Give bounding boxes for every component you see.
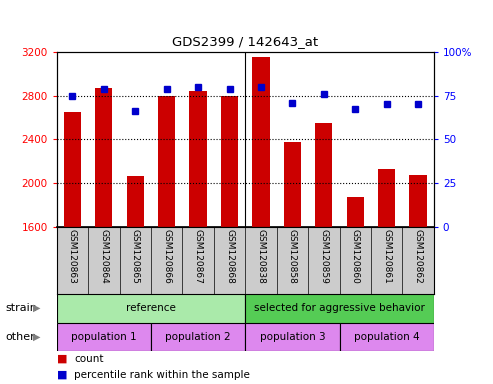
Bar [245, 323, 340, 351]
Text: strain: strain [5, 303, 37, 313]
Text: count: count [74, 354, 104, 364]
Text: other: other [5, 332, 35, 342]
Bar [127, 176, 144, 227]
Text: GSM120859: GSM120859 [319, 228, 328, 283]
Bar [158, 96, 176, 227]
Bar [284, 142, 301, 227]
Text: GSM120861: GSM120861 [382, 228, 391, 283]
Text: GDS2399 / 142643_at: GDS2399 / 142643_at [172, 35, 318, 48]
Bar [252, 57, 270, 227]
Bar [221, 96, 238, 227]
Bar [189, 91, 207, 227]
Text: population 4: population 4 [354, 332, 420, 342]
Text: GSM120864: GSM120864 [99, 228, 108, 283]
Bar [410, 175, 427, 227]
Text: population 2: population 2 [165, 332, 231, 342]
Text: ■: ■ [57, 370, 67, 380]
Text: population 3: population 3 [260, 332, 325, 342]
Text: GSM120860: GSM120860 [351, 228, 360, 283]
Text: population 1: population 1 [71, 332, 137, 342]
Text: GSM120865: GSM120865 [131, 228, 140, 283]
Text: GSM120868: GSM120868 [225, 228, 234, 283]
Text: selected for aggressive behavior: selected for aggressive behavior [254, 303, 425, 313]
Text: percentile rank within the sample: percentile rank within the sample [74, 370, 250, 380]
Bar [57, 323, 151, 351]
Text: GSM120858: GSM120858 [288, 228, 297, 283]
Text: ■: ■ [57, 354, 67, 364]
Bar [151, 323, 245, 351]
Bar [347, 197, 364, 227]
Text: ▶: ▶ [33, 332, 41, 342]
Text: reference: reference [126, 303, 176, 313]
Text: ▶: ▶ [33, 303, 41, 313]
Text: GSM120863: GSM120863 [68, 228, 77, 283]
Bar [245, 294, 434, 323]
Bar [378, 169, 395, 227]
Text: GSM120838: GSM120838 [256, 228, 266, 283]
Bar [57, 294, 245, 323]
Text: GSM120862: GSM120862 [414, 228, 423, 283]
Bar [95, 88, 112, 227]
Text: GSM120867: GSM120867 [194, 228, 203, 283]
Text: GSM120866: GSM120866 [162, 228, 171, 283]
Bar [340, 323, 434, 351]
Bar [64, 112, 81, 227]
Bar [315, 123, 332, 227]
